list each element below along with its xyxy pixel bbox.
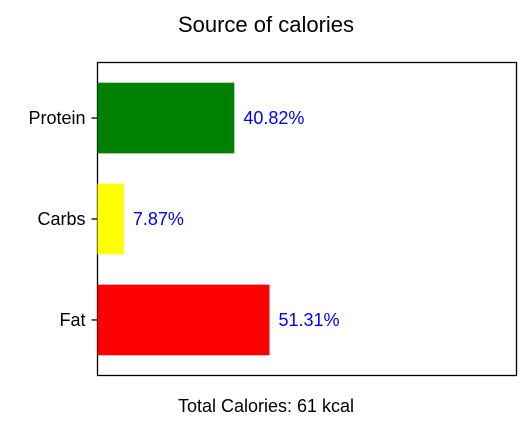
y-tick-label-fat: Fat: [59, 310, 85, 330]
y-tick-label-carbs: Carbs: [37, 209, 85, 229]
chart-title: Source of calories: [178, 12, 354, 37]
y-tick-label-protein: Protein: [28, 108, 85, 128]
bar-protein: [97, 82, 235, 154]
data-label-carbs: 7.87%: [133, 209, 184, 229]
data-label-fat: 51.31%: [278, 310, 339, 330]
bar-fat: [97, 284, 270, 356]
total-calories-caption: Total Calories: 61 kcal: [178, 396, 354, 416]
data-label-protein: 40.82%: [243, 108, 304, 128]
bar-carbs: [97, 183, 124, 255]
